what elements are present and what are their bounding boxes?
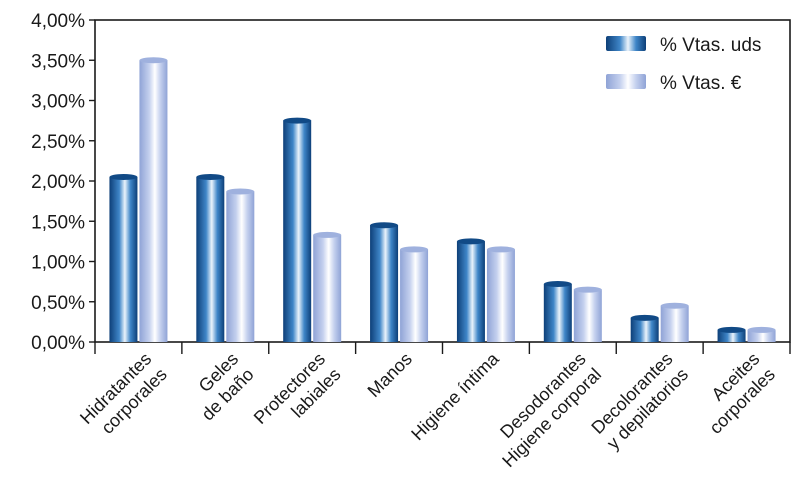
x-tick-label: Manos: [364, 349, 416, 401]
y-axis: 0,00% 0,50% 1,00% 1,50% 2,00% 2,50% 3,00% 3,50%…: [31, 11, 95, 354]
y-tick-label: 4,00%: [31, 11, 85, 32]
bar-series-2: [313, 234, 342, 342]
bar-cap-series-1: [283, 117, 312, 124]
bar-series-1: [630, 317, 659, 342]
bar-cap-series-1: [196, 173, 225, 180]
x-tick-label: Higiene íntima: [407, 348, 503, 444]
legend-swatch-series-1: [606, 36, 646, 51]
bar-cap-series-2: [139, 57, 168, 64]
y-tick-label: 1,00%: [31, 253, 85, 274]
y-tick-label: 2,00%: [31, 172, 85, 193]
bar-cap-series-2: [400, 246, 429, 253]
y-tick-label: 3,00%: [31, 92, 85, 113]
bar-series-2: [486, 249, 515, 342]
x-tick-label-line: Higiene íntima: [407, 348, 503, 444]
bar-cap-series-2: [747, 326, 776, 333]
bar-cap-series-1: [109, 173, 138, 180]
y-tick-label: 3,50%: [31, 51, 85, 72]
bar-series-1: [456, 241, 485, 342]
x-tick-label-line: Manos: [364, 349, 416, 401]
legend-label-series-1: % Vtas. uds: [660, 35, 761, 56]
bar-cap-series-1: [456, 238, 485, 245]
bar-series-2: [573, 289, 602, 342]
x-tick-label: Gelesde baño: [182, 349, 258, 425]
y-tick-label: 0,00%: [31, 333, 85, 354]
bar-series-2: [400, 249, 429, 342]
bar-series-1: [196, 176, 225, 342]
bars: [109, 57, 776, 342]
bar-cap-series-1: [543, 281, 572, 288]
bar-series-1: [717, 329, 746, 342]
bar-cap-series-2: [226, 188, 255, 195]
bar-series-1: [370, 225, 399, 342]
bar-cap-series-2: [313, 231, 342, 238]
legend-swatch-series-2: [606, 74, 646, 89]
bar-series-1: [283, 120, 312, 342]
legend: % Vtas. uds % Vtas. €: [606, 35, 761, 94]
bar-series-2: [226, 191, 255, 342]
bar-cap-series-1: [630, 314, 659, 321]
bar-cap-series-2: [486, 246, 515, 253]
bar-cap-series-1: [370, 222, 399, 229]
x-axis: Hidratantescorporales Gelesde bañoProtect…: [76, 342, 791, 471]
bar-cap-series-2: [660, 302, 689, 309]
bar-cap-series-2: [573, 286, 602, 293]
y-tick-label: 2,50%: [31, 132, 85, 153]
x-tick-label: Hidratantescorporales: [76, 349, 171, 444]
bar-series-1: [109, 176, 138, 342]
legend-label-series-2: % Vtas. €: [660, 73, 742, 94]
bar-series-2: [747, 329, 776, 342]
y-tick-label: 0,50%: [31, 293, 85, 314]
bar-series-1: [543, 284, 572, 342]
bar-cap-series-1: [717, 326, 746, 333]
bar-series-2: [139, 60, 168, 342]
bar-series-2: [660, 305, 689, 342]
y-tick-label: 1,50%: [31, 212, 85, 233]
x-tick-label: Protectoreslabiales: [250, 349, 345, 444]
x-tick-label: DesodorantesHigiene corporal: [483, 349, 605, 471]
x-tick-label: Decolorantesy depilatorios: [587, 349, 692, 454]
x-tick-label: Aceitescorporales: [690, 349, 779, 438]
